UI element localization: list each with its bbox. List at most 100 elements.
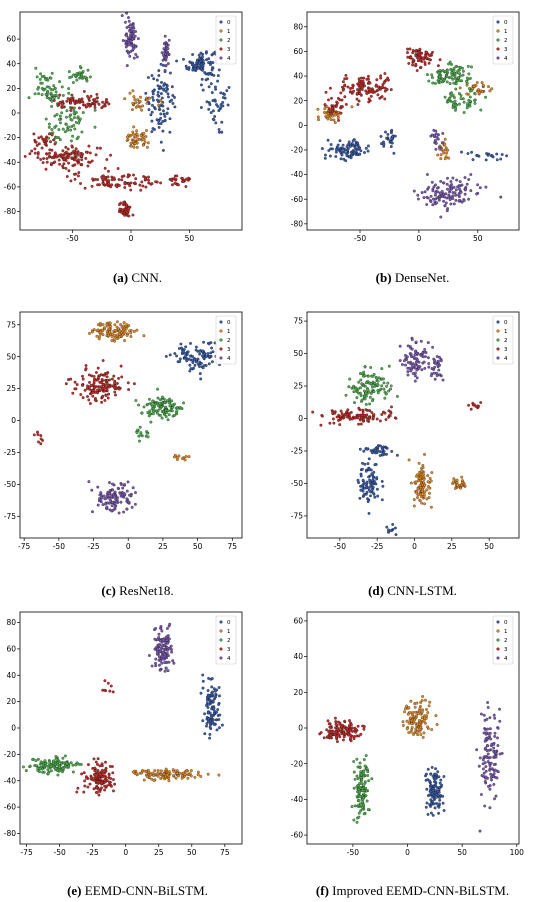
y-tick-label: 50 [6, 352, 16, 361]
point-series-2 [362, 804, 365, 807]
y-tick-label: -80 [4, 829, 16, 838]
point-series-1 [423, 493, 426, 496]
point-series-0 [335, 151, 338, 154]
point-series-2 [460, 94, 463, 97]
point-series-3 [65, 146, 68, 149]
point-series-0 [485, 159, 488, 162]
point-series-3 [87, 165, 90, 168]
point-series-4 [164, 670, 167, 673]
point-series-0 [169, 131, 172, 134]
point-series-4 [401, 363, 404, 366]
point-series-0 [492, 156, 495, 159]
point-series-1 [116, 334, 119, 337]
point-series-0 [360, 150, 363, 153]
point-series-3 [327, 99, 330, 102]
point-series-0 [211, 691, 214, 694]
point-series-4 [126, 34, 129, 37]
point-series-0 [199, 378, 202, 381]
point-series-2 [66, 109, 69, 112]
point-series-4 [427, 341, 430, 344]
point-series-4 [478, 765, 481, 768]
point-series-0 [434, 784, 437, 787]
point-series-2 [352, 387, 355, 390]
point-series-3 [118, 203, 121, 206]
point-series-4 [431, 181, 434, 184]
point-series-2 [82, 70, 85, 73]
legend-label-3: 3 [227, 47, 231, 53]
point-series-0 [381, 499, 384, 502]
point-series-4 [167, 62, 170, 65]
point-series-3 [62, 150, 65, 153]
point-series-0 [368, 479, 371, 482]
point-series-2 [367, 808, 370, 811]
point-series-4 [434, 139, 437, 142]
point-series-1 [132, 133, 135, 136]
point-series-4 [455, 189, 458, 192]
point-series-2 [364, 366, 367, 369]
point-series-2 [79, 65, 82, 68]
point-series-4 [97, 486, 100, 489]
point-series-0 [501, 153, 504, 156]
point-series-1 [160, 770, 163, 773]
point-series-2 [55, 755, 58, 758]
point-series-3 [347, 86, 350, 89]
point-series-0 [207, 718, 210, 721]
point-series-2 [353, 390, 356, 393]
point-series-2 [73, 116, 76, 119]
point-series-3 [89, 402, 92, 405]
point-series-4 [458, 184, 461, 187]
point-series-0 [207, 696, 210, 699]
point-series-1 [139, 96, 142, 99]
point-series-3 [76, 791, 79, 794]
y-tick-label: 25 [293, 382, 303, 391]
point-series-3 [107, 682, 110, 685]
x-tick-label: -50 [54, 848, 66, 857]
point-series-4 [430, 195, 433, 198]
point-series-0 [385, 137, 388, 140]
point-series-4 [407, 345, 410, 348]
point-series-1 [106, 323, 109, 326]
point-series-4 [136, 56, 139, 59]
point-series-0 [157, 91, 160, 94]
point-series-4 [133, 27, 136, 30]
point-series-2 [71, 119, 74, 122]
point-series-3 [127, 173, 130, 176]
point-series-2 [51, 94, 54, 97]
point-series-2 [367, 779, 370, 782]
point-series-2 [348, 385, 351, 388]
point-series-2 [45, 118, 48, 121]
point-series-3 [415, 55, 418, 58]
point-series-3 [101, 378, 104, 381]
point-series-4 [427, 186, 430, 189]
point-series-3 [103, 785, 106, 788]
point-series-0 [209, 699, 212, 702]
legend-box [493, 616, 513, 664]
point-series-2 [161, 417, 164, 420]
point-series-3 [384, 412, 387, 415]
point-series-3 [67, 157, 70, 160]
point-series-2 [453, 82, 456, 85]
point-series-3 [96, 97, 99, 100]
point-series-1 [421, 695, 424, 698]
point-series-2 [471, 89, 474, 92]
point-series-4 [134, 503, 137, 506]
point-series-0 [167, 107, 170, 110]
point-series-3 [118, 184, 121, 187]
point-series-3 [321, 415, 324, 418]
point-series-3 [132, 174, 135, 177]
point-series-3 [99, 765, 102, 768]
point-series-4 [455, 194, 458, 197]
point-series-4 [450, 180, 453, 183]
point-series-2 [385, 385, 388, 388]
point-series-4 [442, 379, 445, 382]
point-series-0 [202, 341, 205, 344]
point-series-0 [438, 806, 441, 809]
point-series-0 [372, 492, 375, 495]
point-series-3 [320, 731, 323, 734]
y-tick-label: -80 [4, 207, 16, 216]
point-series-1 [317, 108, 320, 111]
point-series-3 [65, 382, 68, 385]
point-series-2 [37, 92, 40, 95]
point-series-0 [390, 450, 393, 453]
point-series-2 [446, 81, 449, 84]
